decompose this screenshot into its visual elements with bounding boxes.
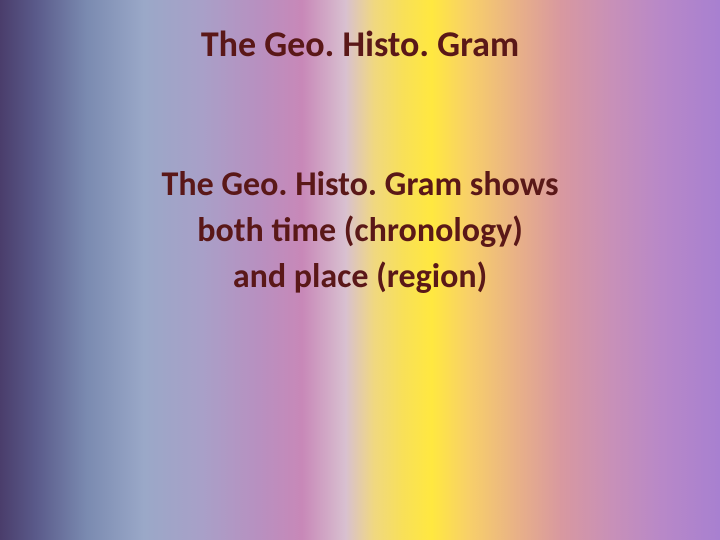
slide-body: The Geo. Histo. Gram shows both time (ch…: [0, 162, 720, 300]
slide-title: The Geo. Histo. Gram: [0, 22, 720, 66]
body-line-2: both time (chronology): [0, 208, 720, 254]
body-line-3: and place (region): [0, 254, 720, 300]
presentation-slide: The Geo. Histo. Gram The Geo. Histo. Gra…: [0, 0, 720, 540]
body-line-1: The Geo. Histo. Gram shows: [0, 162, 720, 208]
